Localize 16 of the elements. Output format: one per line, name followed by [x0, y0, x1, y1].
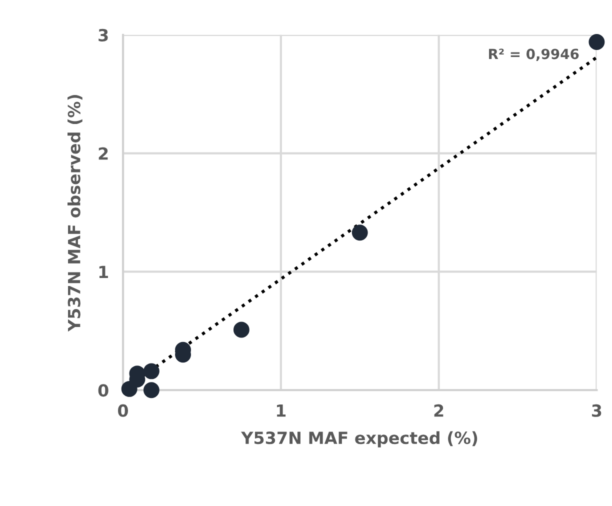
x-tick-label: 1: [276, 404, 286, 417]
x-tick-label: 2: [434, 404, 444, 417]
point: [233, 322, 250, 338]
point: [352, 224, 368, 241]
annotation: R² = 0,9946: [489, 48, 579, 61]
x-axis-title: Y537N MAF expected (%): [241, 431, 478, 448]
x-tick-label: 3: [592, 404, 602, 417]
y-tick-label: 3: [98, 28, 108, 42]
y-tick-label: 0: [98, 384, 108, 397]
y-axis-title: Y537N MAF observed (%): [68, 94, 82, 332]
y-tick-label: 2: [98, 147, 108, 160]
x-tick-label: 0: [118, 404, 128, 417]
point: [143, 363, 160, 380]
point: [588, 34, 605, 50]
y-tick-label: 1: [99, 266, 108, 278]
point: [143, 382, 160, 398]
